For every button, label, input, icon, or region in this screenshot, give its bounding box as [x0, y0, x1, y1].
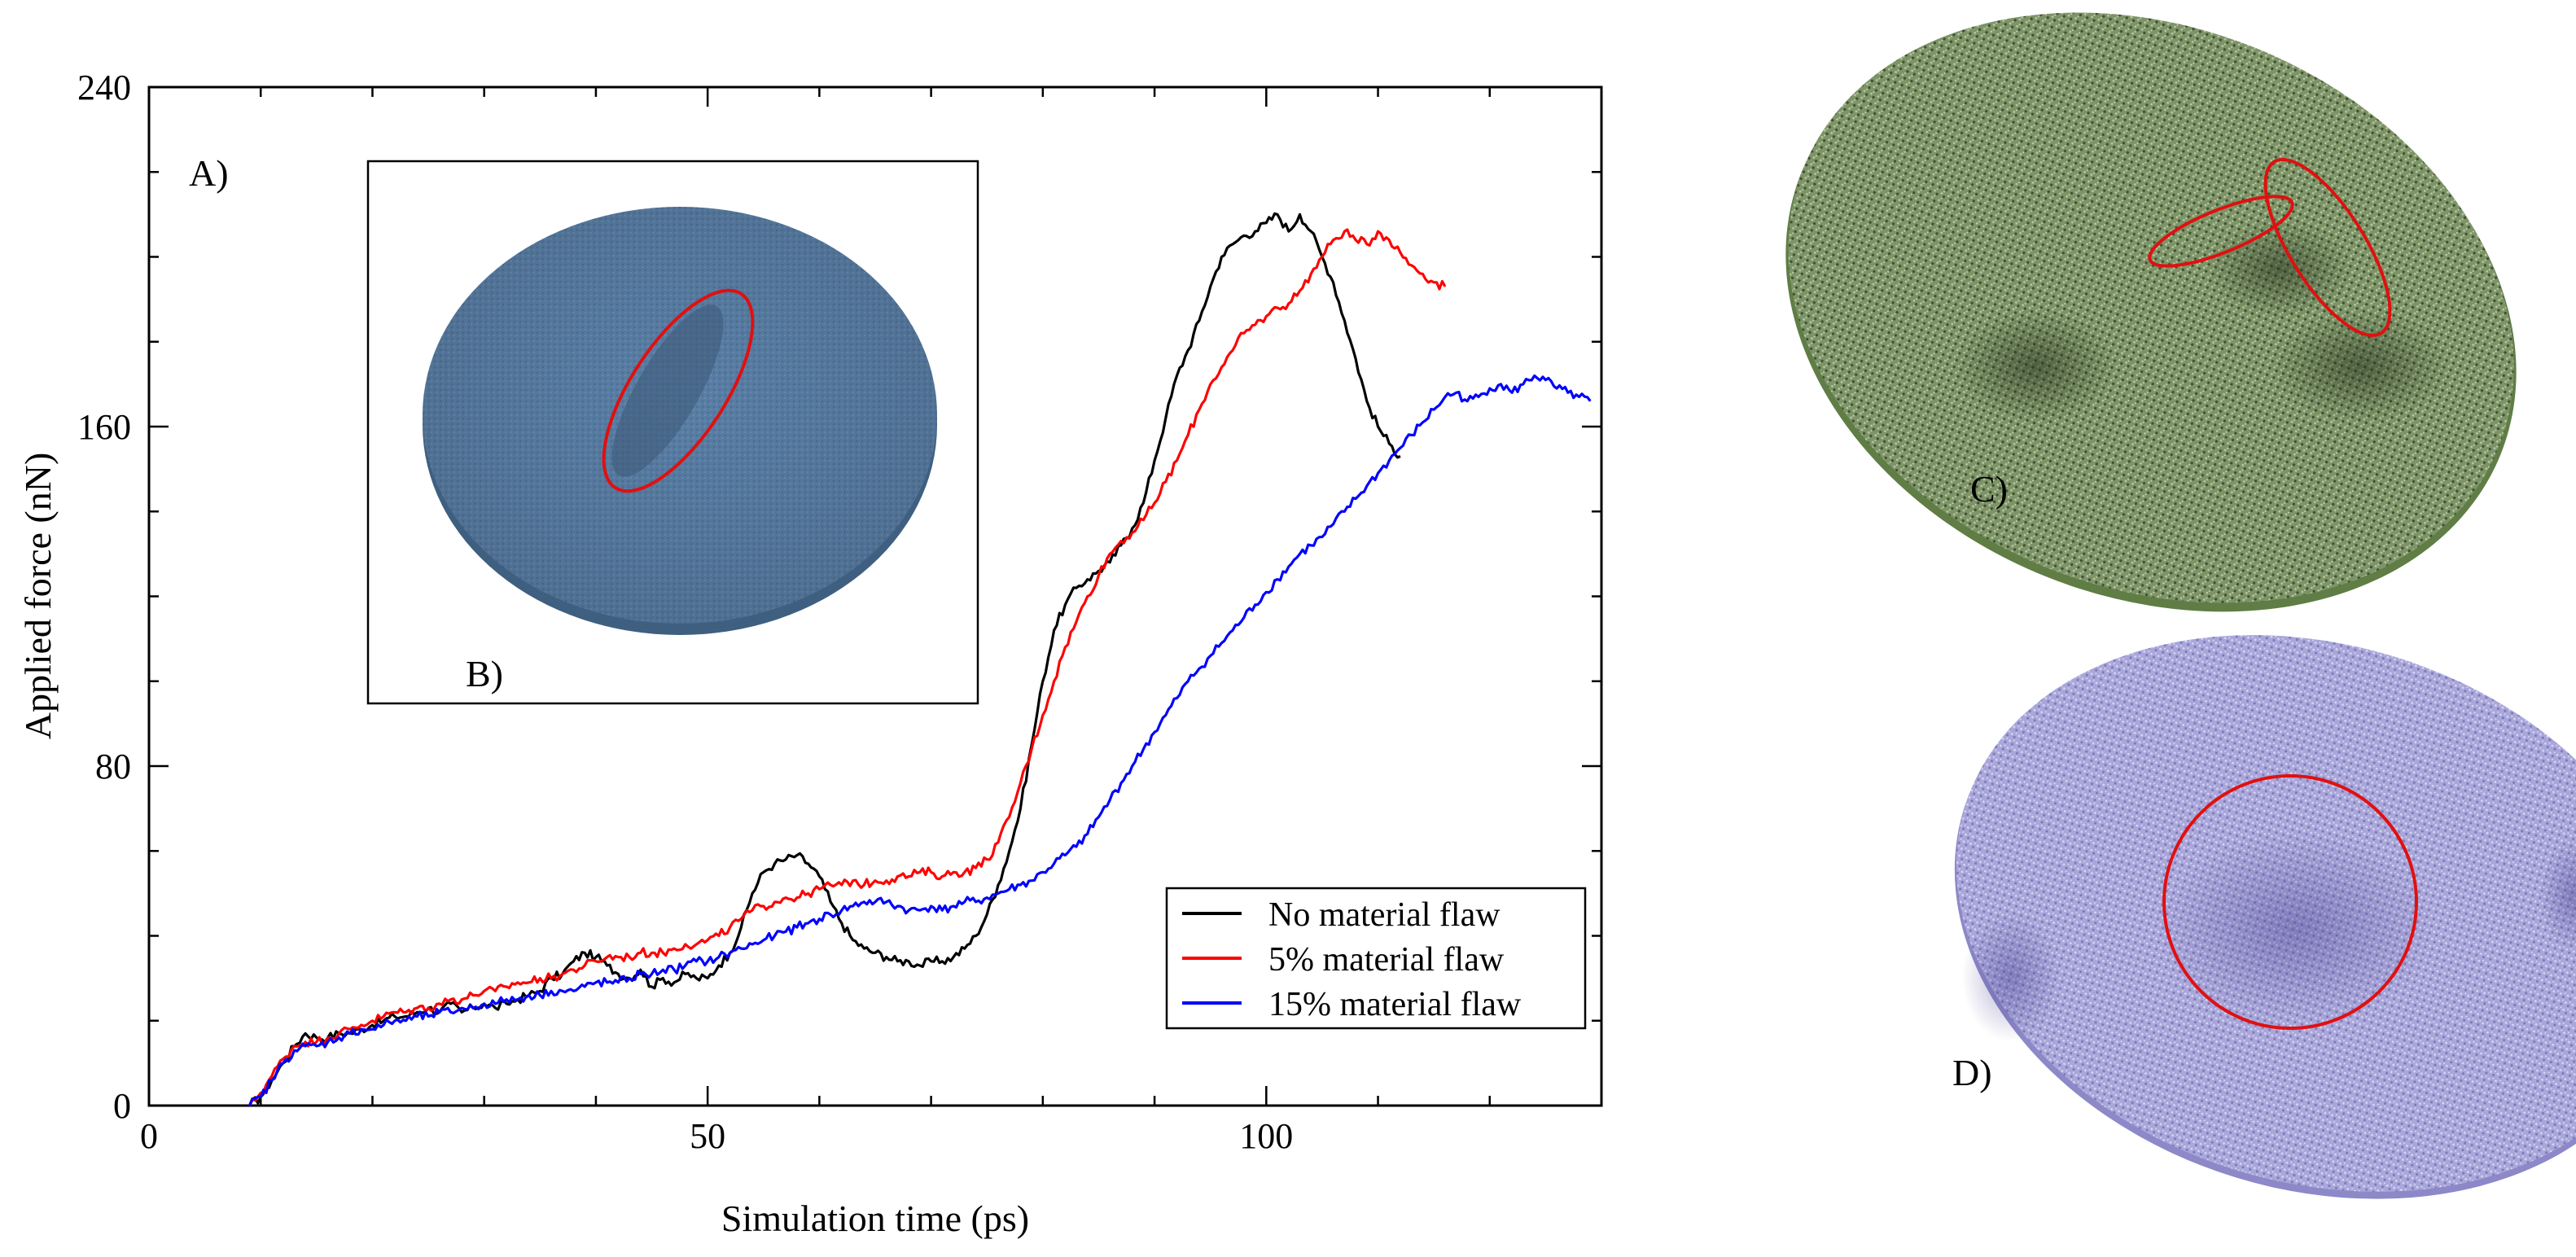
disk-d-dark-patch-3: [2540, 839, 2576, 953]
disk-c-flaw-highlight-2: [2263, 158, 2392, 337]
disk-c-dark-patch-3: [1954, 309, 2117, 423]
panel-b-label: B): [466, 653, 503, 694]
x-tick-label: 0: [140, 1116, 158, 1156]
disk-d-dark-patch-2: [1962, 912, 2060, 1042]
legend-label-15pct-flaw: 15% material flaw: [1268, 986, 1522, 1023]
disk-b-flaw-highlight: [602, 288, 755, 493]
disk-d-flaw-highlight: [2162, 774, 2418, 1030]
panel-c-label: C): [1970, 468, 2008, 510]
y-axis-title: Applied force (nN): [17, 453, 59, 740]
series-layer: [248, 212, 1592, 1106]
panel-d-disk: D): [1952, 635, 2576, 1199]
panel-d-label: D): [1952, 1052, 1992, 1093]
disk-d-dark-patch-1: [2158, 830, 2434, 1026]
x-axis-title: Simulation time (ps): [721, 1198, 1029, 1239]
y-axis-ticks: 0 80 160 240: [77, 68, 1601, 1126]
legend-label-5pct-flaw: 5% material flaw: [1268, 941, 1505, 979]
legend: No material flaw 5% material flaw 15% ma…: [1165, 887, 1587, 1030]
x-tick-label: 50: [690, 1116, 725, 1156]
x-axis-ticks: 0 50 100: [140, 87, 1603, 1156]
y-tick-label: 160: [77, 407, 131, 447]
panel-a-label: A): [189, 152, 229, 194]
y-tick-label: 80: [95, 747, 131, 786]
panel-c-disk: C): [1785, 12, 2517, 612]
disk-c: [1788, 12, 2514, 603]
legend-label-no-flaw: No material flaw: [1268, 896, 1500, 934]
y-tick-label: 0: [113, 1086, 131, 1126]
panel-a-chart: 0 50 100 0 80 160 240 Simulation time (ps) Ap…: [17, 68, 1603, 1239]
x-tick-label: 100: [1239, 1116, 1293, 1156]
series-line-1: [248, 228, 1447, 1106]
panel-b-inset: B): [366, 160, 979, 705]
disk-c-flaw-highlight-1: [2148, 195, 2294, 268]
disk-b-flaw-groove: [611, 304, 724, 477]
series-line-2: [248, 374, 1592, 1106]
y-tick-label: 240: [77, 68, 131, 107]
disk-c-dark-patch-2: [2272, 309, 2451, 423]
